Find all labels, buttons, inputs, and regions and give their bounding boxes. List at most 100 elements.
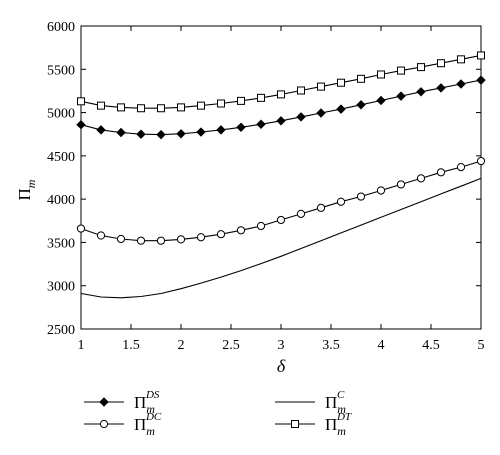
data-series [76, 51, 486, 299]
data-point-ds [76, 119, 86, 130]
data-point-dt [397, 66, 405, 75]
data-point-dc [196, 233, 206, 242]
x-axis-label: δ [277, 356, 286, 376]
data-point-dc [336, 197, 346, 206]
x-tick-label: 2.5 [222, 338, 240, 353]
legend-label: ΠmDS [134, 389, 160, 416]
data-point-ds [156, 129, 166, 140]
data-point-dt [357, 74, 365, 83]
data-point-ds [176, 129, 186, 139]
data-point-dt [417, 63, 425, 72]
data-point-dc [236, 226, 246, 235]
series-c [80, 177, 482, 299]
data-point-ds [336, 104, 346, 114]
data-point-dc [356, 192, 366, 201]
legend-label: ΠmC [325, 389, 346, 416]
x-tick-label: 3 [278, 338, 285, 353]
y-tick-label: 3500 [47, 236, 75, 251]
data-point-dt [77, 97, 85, 106]
legend-item-dc: ΠmDC [84, 411, 162, 438]
y-tick-label: 4000 [47, 193, 75, 208]
data-point-dc [396, 180, 406, 189]
y-axis-label-main: Π [15, 188, 34, 200]
data-point-ds [196, 127, 206, 137]
data-point-dt [297, 86, 305, 95]
data-point-dt [457, 55, 465, 64]
series-line-c [80, 177, 482, 299]
y-tick-label: 5000 [47, 107, 75, 122]
series-line-dc [80, 160, 482, 242]
y-axis-label: Πm [15, 179, 38, 200]
data-point-ds [276, 116, 286, 126]
x-tick-label: 1 [78, 338, 85, 353]
data-point-ds [436, 83, 446, 93]
x-tick-labels: 1 1.5 2 2.5 3 3.5 4 4.5 5 [78, 338, 485, 353]
data-point-dt [277, 90, 285, 99]
data-point-dc [476, 156, 486, 166]
data-point-dt [337, 78, 345, 87]
data-point-ds [316, 108, 326, 118]
data-point-ds [256, 119, 266, 129]
data-point-dc [156, 236, 166, 245]
legend-marker [291, 420, 299, 428]
data-point-dc [376, 186, 386, 195]
data-point-dc [76, 224, 86, 233]
plot-axes [80, 25, 482, 330]
data-point-dt [97, 101, 105, 110]
y-axis-label-sub: m [24, 179, 38, 188]
legend-marker [99, 419, 109, 429]
legend-label: ΠmDC [134, 411, 162, 438]
data-point-ds [236, 122, 246, 132]
data-point-dc [176, 235, 186, 244]
data-point-ds [96, 125, 106, 135]
data-point-dc [96, 231, 106, 240]
data-point-dt [317, 82, 325, 91]
data-point-dt [257, 93, 265, 102]
y-tick-label: 4500 [47, 150, 75, 165]
data-point-dt [157, 104, 165, 113]
data-point-ds [416, 87, 426, 97]
data-point-dc [456, 163, 466, 172]
series-dc [76, 156, 486, 245]
data-point-dc [416, 174, 426, 183]
data-point-dc [276, 215, 286, 225]
data-point-ds [356, 100, 366, 110]
legend-item-dt: ΠmDT [275, 411, 352, 438]
axis-labels: δ Πm [15, 179, 286, 376]
data-point-dc [316, 203, 326, 212]
x-tick-label: 5 [478, 338, 485, 353]
data-point-dt [237, 96, 245, 105]
data-point-ds [216, 125, 226, 135]
y-tick-label: 3000 [47, 280, 75, 295]
data-point-dt [117, 103, 125, 112]
data-point-dt [437, 59, 445, 68]
data-point-dt [137, 104, 145, 113]
data-point-dt [477, 51, 485, 60]
x-tick-label: 3.5 [322, 338, 340, 353]
data-point-ds [116, 127, 126, 138]
data-point-dc [256, 221, 266, 231]
x-tick-label: 4 [378, 338, 385, 353]
data-point-dt [217, 99, 225, 108]
y-tick-labels: 2500 3000 3500 4000 4500 5000 5500 6000 [47, 20, 75, 338]
legend-item-c: ΠmC [275, 389, 346, 416]
y-tick-label: 5500 [47, 63, 75, 78]
legend-item-ds: ΠmDS [84, 389, 160, 416]
data-point-dc [296, 209, 306, 218]
x-tick-label: 2 [178, 338, 185, 353]
data-point-ds [136, 129, 146, 139]
data-point-dc [216, 230, 226, 239]
data-point-ds [296, 112, 306, 122]
data-point-dt [377, 70, 385, 79]
x-tick-label: 1.5 [122, 338, 140, 353]
data-point-dc [436, 168, 446, 177]
legend-marker [99, 397, 109, 407]
data-point-ds [376, 95, 386, 106]
series-ds [76, 75, 486, 140]
data-point-ds [456, 79, 466, 89]
series-dt [77, 51, 485, 113]
data-point-dc [116, 234, 126, 244]
data-point-ds [476, 75, 486, 85]
